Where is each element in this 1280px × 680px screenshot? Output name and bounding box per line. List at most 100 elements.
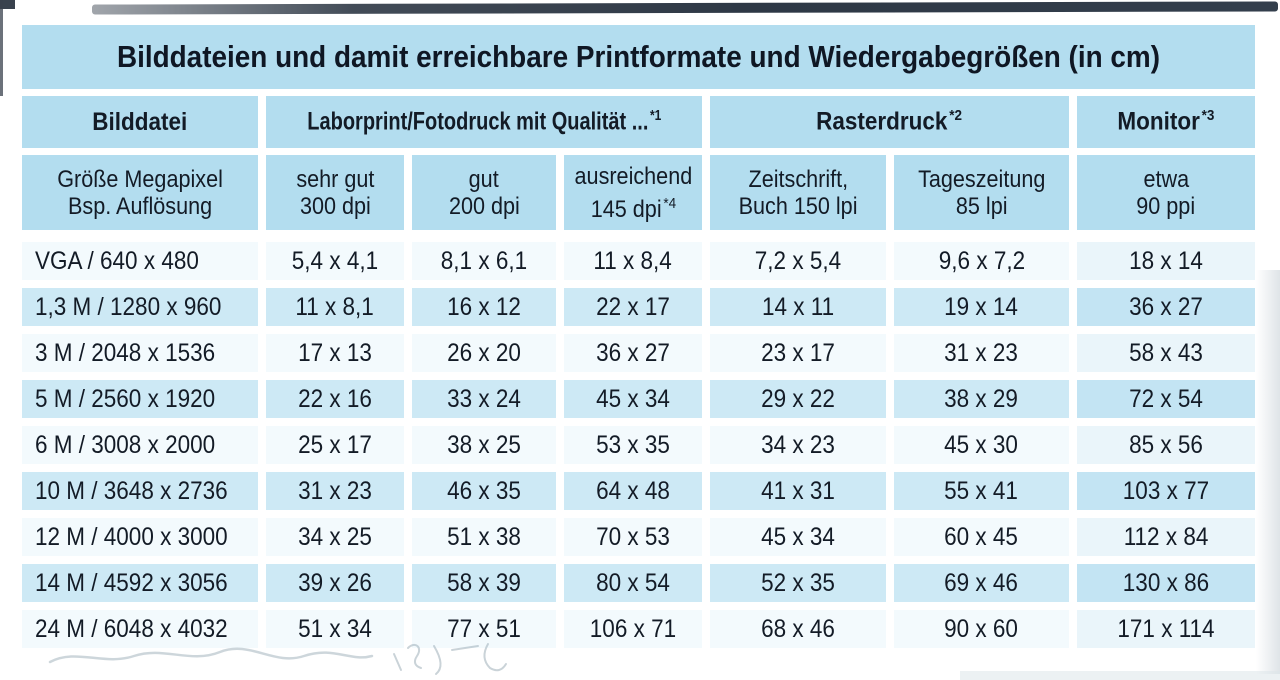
table-title-band: Bilddateien und damit erreichbare Printf…	[22, 25, 1255, 89]
column-header-row: Größe Megapixel Bsp. Auflösung sehr gut …	[22, 155, 1255, 230]
value-cell-zeitschrift: 29 x 22	[710, 380, 886, 418]
value-cell-sehr-gut: 51 x 34	[266, 610, 404, 648]
value-cell-sehr-gut: 25 x 17	[266, 426, 404, 464]
value-cell-tageszeitung: 90 x 60	[894, 610, 1069, 648]
value-cell-sehr-gut: 11 x 8,1	[266, 288, 404, 326]
table-body: VGA / 640 x 480 5,4 x 4,1 8,1 x 6,1 11 x…	[22, 238, 1255, 652]
value-cell-zeitschrift: 14 x 11	[710, 288, 886, 326]
value-cell-monitor: 103 x 77	[1077, 472, 1255, 510]
row-label-cell: 1,3 M / 1280 x 960	[22, 288, 258, 326]
row-label-cell: 3 M / 2048 x 1536	[22, 334, 258, 372]
value-cell-sehr-gut: 31 x 23	[266, 472, 404, 510]
row-label-cell: 6 M / 3008 x 2000	[22, 426, 258, 464]
value-cell-zeitschrift: 41 x 31	[710, 472, 886, 510]
value-cell-monitor: 112 x 84	[1077, 518, 1255, 556]
header-ausreichend-145dpi: ausreichend 145 dpi *4	[564, 155, 702, 230]
header-tageszeitung: Tageszeitung 85 lpi	[894, 155, 1069, 230]
table-row: 24 M / 6048 x 4032 51 x 34 77 x 51 106 x…	[22, 606, 1255, 652]
value-cell-gut: 51 x 38	[412, 518, 556, 556]
value-cell-ausreichend: 22 x 17	[564, 288, 702, 326]
scan-corner-mark	[0, 0, 15, 9]
value-cell-zeitschrift: 52 x 35	[710, 564, 886, 602]
value-cell-zeitschrift: 68 x 46	[710, 610, 886, 648]
value-cell-tageszeitung: 45 x 30	[894, 426, 1069, 464]
value-cell-monitor: 18 x 14	[1077, 242, 1255, 280]
table-row: 12 M / 4000 x 3000 34 x 25 51 x 38 70 x …	[22, 514, 1255, 560]
row-label-cell: 5 M / 2560 x 1920	[22, 380, 258, 418]
value-cell-monitor: 85 x 56	[1077, 426, 1255, 464]
value-cell-tageszeitung: 55 x 41	[894, 472, 1069, 510]
header-groesse-megapixel: Größe Megapixel Bsp. Auflösung	[22, 155, 258, 230]
value-cell-gut: 33 x 24	[412, 380, 556, 418]
footnote-marker: *2	[949, 107, 963, 125]
group-header-row: Bilddatei Laborprint/Fotodruck mit Quali…	[22, 96, 1255, 148]
value-cell-monitor: 72 x 54	[1077, 380, 1255, 418]
header-gut-200dpi: gut 200 dpi	[412, 155, 556, 230]
table-row: 5 M / 2560 x 1920 22 x 16 33 x 24 45 x 3…	[22, 376, 1255, 422]
value-cell-monitor: 130 x 86	[1077, 564, 1255, 602]
value-cell-sehr-gut: 34 x 25	[266, 518, 404, 556]
value-cell-sehr-gut: 22 x 16	[266, 380, 404, 418]
footnote-marker: *4	[662, 194, 676, 212]
pencil-scribble	[48, 643, 507, 675]
table-row: 3 M / 2048 x 1536 17 x 13 26 x 20 36 x 2…	[22, 330, 1255, 376]
value-cell-gut: 46 x 35	[412, 472, 556, 510]
value-cell-monitor: 171 x 114	[1077, 610, 1255, 648]
table-row: 1,3 M / 1280 x 960 11 x 8,1 16 x 12 22 x…	[22, 284, 1255, 330]
header-laborprint-fotodruck: Laborprint/Fotodruck mit Qualität ... *1	[266, 96, 702, 148]
value-cell-zeitschrift: 34 x 23	[710, 426, 886, 464]
row-label-cell: 14 M / 4592 x 3056	[22, 564, 258, 602]
row-label-cell: 10 M / 3648 x 2736	[22, 472, 258, 510]
value-cell-ausreichend: 64 x 48	[564, 472, 702, 510]
print-format-table: Bilddateien und damit erreichbare Printf…	[22, 25, 1255, 652]
scan-left-edge-mark	[0, 0, 3, 96]
footnote-marker: *1	[649, 107, 662, 125]
header-sehr-gut-300dpi: sehr gut 300 dpi	[266, 155, 404, 230]
value-cell-ausreichend: 45 x 34	[564, 380, 702, 418]
value-cell-ausreichend: 70 x 53	[564, 518, 702, 556]
value-cell-zeitschrift: 45 x 34	[710, 518, 886, 556]
value-cell-gut: 26 x 20	[412, 334, 556, 372]
table-row: VGA / 640 x 480 5,4 x 4,1 8,1 x 6,1 11 x…	[22, 238, 1255, 284]
value-cell-monitor: 36 x 27	[1077, 288, 1255, 326]
value-cell-ausreichend: 36 x 27	[564, 334, 702, 372]
page-right-shading	[1256, 270, 1280, 674]
value-cell-sehr-gut: 17 x 13	[266, 334, 404, 372]
row-label-cell: 12 M / 4000 x 3000	[22, 518, 258, 556]
table-row: 6 M / 3008 x 2000 25 x 17 38 x 25 53 x 3…	[22, 422, 1255, 468]
value-cell-gut: 8,1 x 6,1	[412, 242, 556, 280]
value-cell-zeitschrift: 23 x 17	[710, 334, 886, 372]
table-title: Bilddateien und damit erreichbare Printf…	[116, 39, 1161, 74]
header-monitor: Monitor *3	[1077, 96, 1255, 148]
value-cell-tageszeitung: 60 x 45	[894, 518, 1069, 556]
value-cell-tageszeitung: 9,6 x 7,2	[894, 242, 1069, 280]
value-cell-gut: 58 x 39	[412, 564, 556, 602]
value-cell-tageszeitung: 19 x 14	[894, 288, 1069, 326]
value-cell-sehr-gut: 5,4 x 4,1	[266, 242, 404, 280]
header-bilddatei: Bilddatei	[22, 96, 258, 148]
value-cell-tageszeitung: 31 x 23	[894, 334, 1069, 372]
value-cell-monitor: 58 x 43	[1077, 334, 1255, 372]
value-cell-gut: 38 x 25	[412, 426, 556, 464]
table-row: 10 M / 3648 x 2736 31 x 23 46 x 35 64 x …	[22, 468, 1255, 514]
value-cell-ausreichend: 53 x 35	[564, 426, 702, 464]
page-bottom-shading	[960, 671, 1280, 680]
value-cell-ausreichend: 106 x 71	[564, 610, 702, 648]
value-cell-tageszeitung: 38 x 29	[894, 380, 1069, 418]
value-cell-zeitschrift: 7,2 x 5,4	[710, 242, 886, 280]
header-rasterdruck: Rasterdruck *2	[710, 96, 1069, 148]
value-cell-ausreichend: 80 x 54	[564, 564, 702, 602]
row-label-cell: 24 M / 6048 x 4032	[22, 610, 258, 648]
row-label-cell: VGA / 640 x 480	[22, 242, 258, 280]
header-monitor-90ppi: etwa 90 ppi	[1077, 155, 1255, 230]
table-row: 14 M / 4592 x 3056 39 x 26 58 x 39 80 x …	[22, 560, 1255, 606]
page-top-edge-line	[91, 1, 1279, 15]
value-cell-gut: 16 x 12	[412, 288, 556, 326]
value-cell-gut: 77 x 51	[412, 610, 556, 648]
value-cell-sehr-gut: 39 x 26	[266, 564, 404, 602]
value-cell-ausreichend: 11 x 8,4	[564, 242, 702, 280]
value-cell-tageszeitung: 69 x 46	[894, 564, 1069, 602]
header-zeitschrift-buch: Zeitschrift, Buch 150 lpi	[710, 155, 886, 230]
footnote-marker: *3	[1201, 107, 1215, 125]
